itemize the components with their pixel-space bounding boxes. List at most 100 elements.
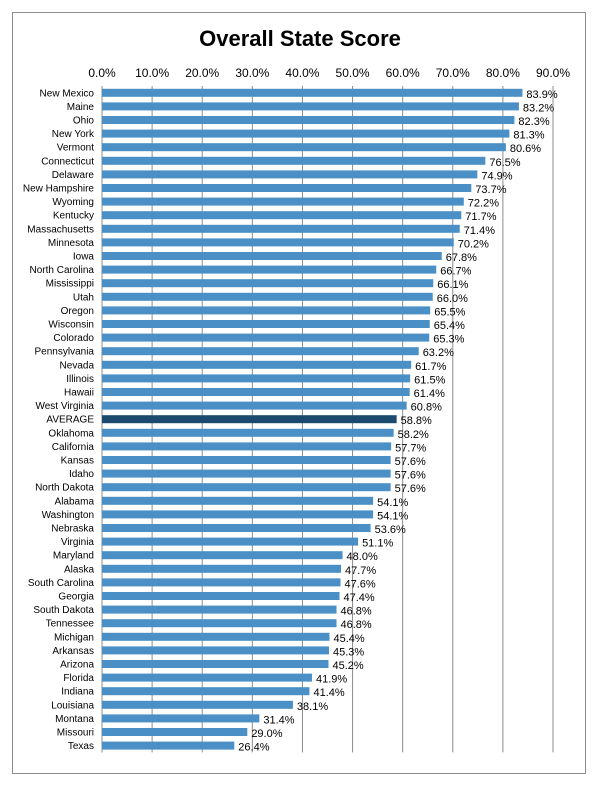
data-label: 51.1% <box>362 538 393 550</box>
data-label: 71.7% <box>465 211 496 223</box>
x-tick-label: 80.0% <box>486 66 520 80</box>
data-label: 26.4% <box>238 742 269 754</box>
category-label: Nebraska <box>51 524 94 535</box>
x-tick-label: 10.0% <box>135 66 169 80</box>
chart-title: Overall State Score <box>199 26 401 51</box>
data-label: 61.5% <box>414 374 445 386</box>
x-tick-label: 50.0% <box>336 66 370 80</box>
category-label: Delaware <box>52 170 95 181</box>
bar-virginia <box>102 537 359 546</box>
data-label: 31.4% <box>263 714 294 726</box>
category-label: Mississippi <box>46 279 94 290</box>
bar-alaska <box>102 564 342 573</box>
bar-maryland <box>102 551 343 560</box>
data-labels: 83.9%83.2% 82.3% 81.3%80.6% 76.5%74.9% 73.7%… <box>238 89 558 754</box>
category-label: Wyoming <box>52 197 94 208</box>
data-label: 41.4% <box>313 687 344 699</box>
bar-oregon <box>102 306 431 315</box>
data-label: 74.9% <box>481 170 512 182</box>
data-label: 82.3% <box>518 116 549 128</box>
bar-vermont <box>102 143 506 152</box>
data-label: 66.7% <box>440 266 471 278</box>
bar-arkansas <box>102 646 330 655</box>
x-tick-label: 30.0% <box>235 66 269 80</box>
category-label: Pennsylvania <box>35 347 95 358</box>
category-label: Nevada <box>60 360 95 371</box>
bar-iowa <box>102 252 442 260</box>
bar-new-york <box>102 129 510 138</box>
data-label: 63.2% <box>423 347 454 359</box>
category-label: California <box>52 442 95 453</box>
x-tick-label: 60.0% <box>386 66 420 80</box>
category-label: Arkansas <box>52 646 94 657</box>
category-label: Utah <box>73 292 94 303</box>
category-label: New Mexico <box>40 88 95 99</box>
data-label: 45.4% <box>334 633 365 645</box>
category-label: Ohio <box>73 116 95 127</box>
data-label: 58.8% <box>401 415 432 427</box>
bar-missouri <box>102 728 248 736</box>
category-label: Indiana <box>61 687 94 698</box>
data-label: 57.7% <box>395 442 426 454</box>
bar-tennessee <box>102 619 337 628</box>
bar-south-carolina <box>102 578 341 587</box>
data-label: 61.7% <box>415 361 446 373</box>
category-label: North Dakota <box>35 483 94 494</box>
data-label: 66.1% <box>437 279 468 291</box>
category-label: Kansas <box>61 456 94 467</box>
category-label: Tennessee <box>46 619 95 630</box>
category-label: Missouri <box>57 728 94 739</box>
category-label: Oklahoma <box>48 428 94 439</box>
category-label: Massachusetts <box>27 224 94 235</box>
bar-indiana <box>102 687 310 696</box>
bar-alabama <box>102 496 374 505</box>
category-label: Colorado <box>53 333 94 344</box>
category-label: Illinois <box>66 374 94 385</box>
bar-south-dakota <box>102 605 337 614</box>
category-label: Washington <box>42 510 94 521</box>
bar-idaho <box>102 469 391 478</box>
category-label: Kentucky <box>53 211 94 222</box>
x-tick-label: 70.0% <box>436 66 470 80</box>
category-label: Iowa <box>73 252 95 263</box>
bars <box>102 88 523 750</box>
bar-california <box>102 442 392 451</box>
category-label: Wisconsin <box>48 320 94 331</box>
category-label: Vermont <box>57 143 94 154</box>
data-label: 66.0% <box>437 293 468 305</box>
x-tick-label: 90.0% <box>536 66 570 80</box>
bar-new-mexico <box>102 88 523 97</box>
bar-texas <box>102 741 235 750</box>
category-label: Louisiana <box>51 700 94 711</box>
category-label: North Carolina <box>30 265 95 276</box>
data-label: 54.1% <box>377 510 408 522</box>
data-label: 45.3% <box>333 646 364 658</box>
bar-average <box>102 415 397 424</box>
data-label: 29.0% <box>251 728 282 740</box>
category-label: New York <box>52 129 95 140</box>
category-label: Virginia <box>61 537 95 548</box>
data-label: 58.2% <box>398 429 429 441</box>
bar-montana <box>102 714 260 723</box>
category-label: New Hampshire <box>23 184 95 195</box>
category-label: Oregon <box>61 306 94 317</box>
x-tick-label: 20.0% <box>185 66 219 80</box>
data-label: 53.6% <box>375 524 406 536</box>
data-label: 45.2% <box>333 660 364 672</box>
bar-michigan <box>102 632 330 641</box>
bar-oklahoma <box>102 428 394 437</box>
category-label: Connecticut <box>41 156 94 167</box>
bar-pennsylvania <box>102 347 419 356</box>
bar-north-carolina <box>102 265 437 274</box>
x-axis-ticks: 0.0% 10.0% 20.0% 30.0% 40.0% 50.0% 60.0% 70.0% 8… <box>88 66 570 80</box>
bar-north-dakota <box>102 483 391 492</box>
bar-new-hampshire <box>102 184 472 192</box>
category-label: Alaska <box>64 564 94 575</box>
data-label: 38.1% <box>297 701 328 713</box>
bar-west-virginia <box>102 401 407 410</box>
data-label: 60.8% <box>411 402 442 414</box>
data-label: 70.2% <box>458 238 489 250</box>
bar-nevada <box>102 360 412 369</box>
data-label: 46.8% <box>341 619 372 631</box>
data-label: 67.8% <box>446 252 477 264</box>
